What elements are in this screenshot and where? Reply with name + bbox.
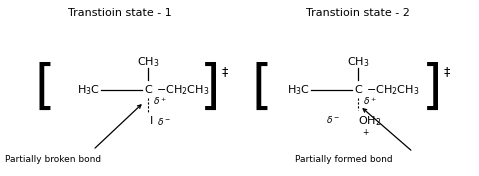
Text: ‡: ‡ (222, 65, 228, 78)
Text: $\delta^+$: $\delta^+$ (153, 95, 167, 107)
Text: CH$_3$: CH$_3$ (347, 55, 369, 69)
Text: [: [ (251, 62, 273, 114)
Text: $-$CH$_2$CH$_3$: $-$CH$_2$CH$_3$ (156, 83, 209, 97)
Text: I: I (150, 116, 153, 126)
Text: [: [ (34, 62, 55, 114)
Text: $\delta^-$: $\delta^-$ (157, 116, 171, 127)
Text: Partially broken bond: Partially broken bond (5, 155, 101, 164)
Text: ]: ] (422, 62, 442, 114)
Text: $-$CH$_2$CH$_3$: $-$CH$_2$CH$_3$ (366, 83, 419, 97)
Text: C: C (354, 85, 362, 95)
Text: $\delta^+$: $\delta^+$ (363, 95, 377, 107)
Text: $\delta^-$: $\delta^-$ (326, 114, 340, 125)
Text: C: C (144, 85, 152, 95)
Text: OH$_2$: OH$_2$ (358, 114, 381, 128)
Text: ‡: ‡ (444, 65, 450, 78)
Text: Partially formed bond: Partially formed bond (295, 155, 393, 164)
Text: H$_3$C: H$_3$C (77, 83, 100, 97)
Text: ]: ] (200, 62, 220, 114)
Text: +: + (362, 128, 368, 137)
Text: CH$_3$: CH$_3$ (137, 55, 159, 69)
Text: H$_3$C: H$_3$C (287, 83, 310, 97)
Text: Transtioin state - 2: Transtioin state - 2 (306, 8, 410, 18)
Text: Transtioin state - 1: Transtioin state - 1 (68, 8, 172, 18)
